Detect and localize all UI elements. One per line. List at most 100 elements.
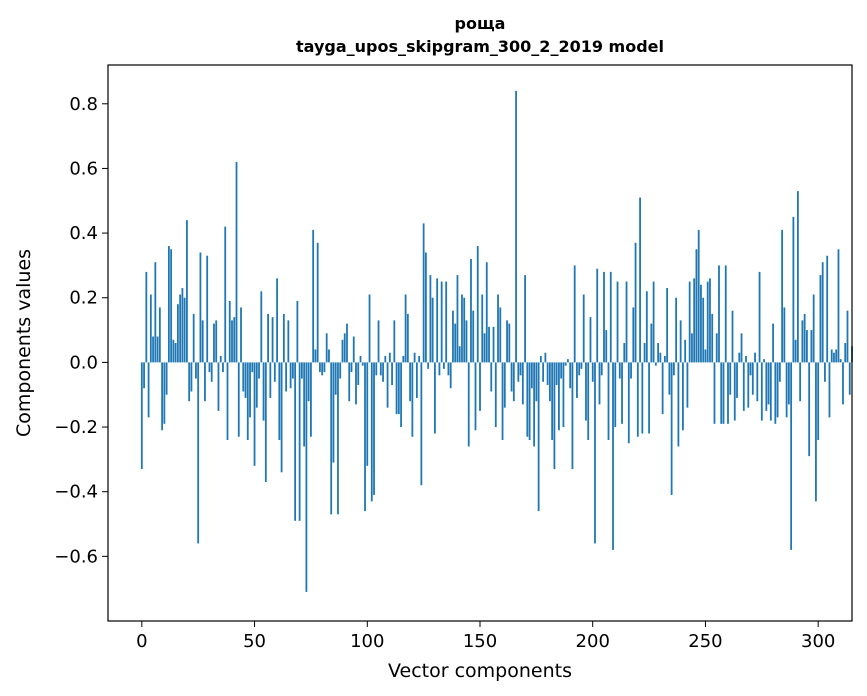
bar: [262, 362, 265, 421]
bar: [555, 362, 558, 386]
bar: [492, 326, 495, 363]
bar: [406, 313, 409, 363]
bar: [585, 362, 587, 421]
bar: [815, 362, 817, 502]
bar: [796, 191, 799, 363]
bar: [461, 294, 463, 363]
bar: [571, 362, 574, 470]
bar: [149, 294, 152, 363]
bar: [235, 161, 238, 363]
bar: [727, 362, 729, 424]
bar: [341, 339, 344, 363]
bar: [240, 307, 242, 363]
bar: [499, 307, 502, 363]
bar: [778, 362, 781, 382]
bar: [661, 362, 664, 415]
bar: [605, 330, 608, 363]
x-tick-label: 250: [688, 631, 722, 652]
bar: [614, 362, 617, 428]
bar: [589, 317, 592, 363]
bar: [258, 362, 260, 379]
bar: [170, 249, 173, 363]
bar: [706, 281, 709, 363]
bar: [195, 362, 197, 379]
bar: [548, 362, 551, 402]
bar: [785, 362, 788, 418]
bar: [373, 362, 375, 495]
bar: [359, 355, 362, 363]
bar: [790, 362, 793, 550]
bar: [591, 362, 594, 382]
bar: [544, 352, 547, 363]
bar: [627, 362, 630, 444]
bars-group: [140, 90, 853, 592]
bar: [702, 297, 705, 363]
bar: [754, 352, 756, 363]
bar: [267, 313, 269, 363]
bar: [167, 246, 170, 363]
bar: [812, 294, 815, 363]
bar: [481, 294, 484, 363]
bar: [684, 339, 687, 363]
bar: [228, 300, 231, 363]
bar: [704, 349, 707, 363]
bar: [420, 362, 423, 486]
bar: [776, 362, 779, 418]
bar: [278, 362, 281, 440]
bar: [174, 343, 177, 363]
bar: [397, 362, 400, 415]
bar: [842, 362, 844, 405]
bar: [294, 362, 297, 521]
bar: [794, 339, 797, 363]
bar: [528, 362, 531, 440]
bar: [325, 333, 328, 363]
bar: [375, 362, 378, 376]
bar: [558, 362, 560, 431]
bar: [497, 294, 499, 363]
bar: [526, 362, 529, 437]
bar: [456, 275, 459, 363]
bar: [454, 323, 457, 363]
bar: [733, 362, 736, 421]
bar: [648, 362, 650, 434]
bar: [296, 300, 299, 363]
bar: [388, 352, 391, 363]
bar: [400, 362, 402, 428]
bar: [436, 278, 439, 363]
bar: [720, 362, 723, 424]
bar: [474, 362, 477, 431]
bar: [569, 362, 572, 389]
bar: [271, 317, 274, 363]
bar: [623, 343, 626, 363]
x-tick-label: 300: [801, 631, 835, 652]
bar: [352, 336, 355, 363]
y-tick-label: 0.8: [69, 94, 98, 115]
bar: [154, 262, 157, 363]
bar: [722, 362, 725, 424]
bar: [769, 362, 772, 421]
bar: [434, 362, 436, 434]
bar: [650, 323, 653, 363]
bar: [512, 362, 515, 402]
bar: [787, 362, 790, 405]
bar: [201, 320, 204, 363]
bar: [440, 281, 443, 363]
bar: [760, 362, 763, 421]
bar: [578, 362, 581, 376]
x-tick-label: 50: [243, 631, 266, 652]
bar: [449, 362, 452, 389]
bar: [747, 362, 750, 408]
bar: [587, 362, 590, 440]
bar: [348, 362, 351, 402]
bar: [675, 297, 678, 363]
bar: [659, 352, 662, 363]
bar: [404, 294, 407, 363]
bar: [186, 220, 188, 363]
bar: [219, 355, 222, 363]
bar: [282, 313, 285, 363]
bar: [447, 362, 450, 376]
bar: [612, 362, 614, 550]
bar: [289, 362, 292, 389]
bar: [519, 362, 522, 376]
bar: [364, 362, 366, 512]
